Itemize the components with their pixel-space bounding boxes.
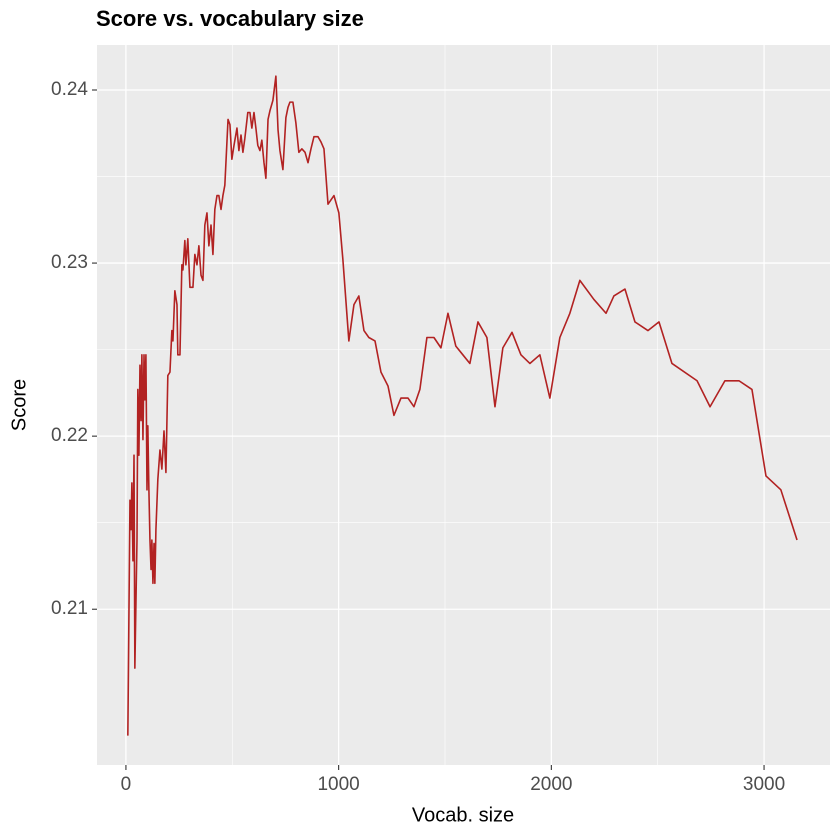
y-tick-label: 0.23 [51,252,88,273]
x-axis-title: Vocab. size [412,804,514,826]
x-tick-label: 0 [121,774,132,795]
plot-area [127,75,798,736]
y-tick-label: 0.22 [51,425,88,446]
grid [97,45,830,765]
x-tick-label: 2000 [530,774,572,795]
x-tick-label: 1000 [317,774,359,795]
chart-title: Score vs. vocabulary size [96,6,364,31]
y-tick-label: 0.21 [51,598,88,619]
y-tick-label: 0.24 [51,79,88,100]
data-line [127,75,798,736]
x-tick-label: 3000 [743,774,785,795]
y-axis-title: Score [8,379,30,431]
axes: 0 1000 2000 3000 0.21 0.22 0.23 0.24 [51,79,785,795]
panel [97,45,830,765]
